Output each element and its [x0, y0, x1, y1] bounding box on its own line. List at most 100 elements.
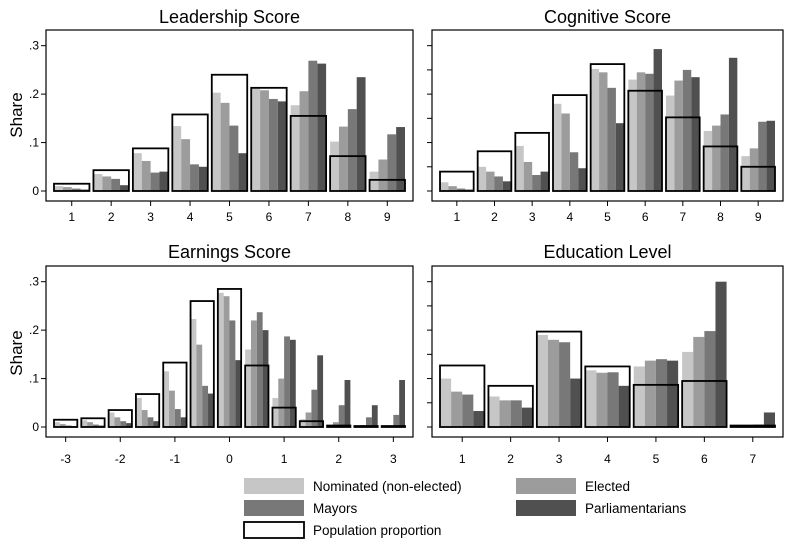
bar — [277, 101, 287, 191]
bar — [180, 417, 187, 427]
bar — [371, 405, 378, 427]
y-tick-label: .3 — [29, 275, 39, 289]
bar — [120, 185, 129, 191]
bar — [440, 378, 452, 427]
bar — [763, 412, 775, 427]
bar — [245, 349, 251, 427]
population-outline — [189, 300, 215, 428]
population-outline — [216, 288, 243, 428]
bar — [159, 171, 169, 191]
bar — [448, 186, 457, 191]
y-axis-label: Share — [7, 92, 26, 137]
bar — [473, 411, 485, 427]
bar — [387, 134, 397, 191]
bar — [515, 145, 524, 191]
y-tick-label: .3 — [29, 39, 39, 53]
bar — [494, 176, 503, 191]
x-tick-label: 3 — [529, 210, 536, 224]
chart-panel: Earnings Score Share 0 .1 .2 .3 -3 -2 -1 0 1 2 3 — [7, 242, 414, 466]
x-tick-label: 4 — [604, 452, 611, 466]
bar — [262, 330, 269, 427]
legend: Nominated (non-elected) Elected Mayors Parl… — [243, 478, 687, 539]
bar — [251, 87, 261, 191]
bar — [235, 360, 242, 427]
population-outline — [368, 178, 406, 192]
bar — [451, 391, 463, 427]
population-outline — [244, 364, 270, 428]
population-outline — [162, 361, 188, 428]
bar — [62, 187, 72, 191]
bar — [229, 320, 236, 427]
bar — [150, 172, 160, 191]
bar — [728, 57, 738, 191]
bar — [653, 49, 662, 191]
bar — [561, 113, 570, 191]
x-tick-label: -3 — [60, 452, 71, 466]
bar — [299, 91, 309, 191]
chart-panel: Education Level 1 2 3 4 5 6 7 — [427, 242, 784, 466]
bar — [272, 397, 279, 427]
population-outline — [326, 424, 352, 428]
bar — [120, 421, 127, 427]
population-outline — [53, 182, 91, 192]
bar — [111, 178, 121, 191]
y-tick-label: 0 — [32, 420, 39, 434]
y-tick-label: .1 — [29, 136, 39, 150]
bar — [682, 69, 692, 191]
x-tick-label: 2 — [507, 452, 514, 466]
legend-swatch — [244, 478, 304, 494]
bar — [666, 95, 675, 191]
bar — [87, 422, 93, 427]
legend-swatch — [516, 500, 576, 516]
bar — [399, 380, 405, 427]
bar — [667, 360, 679, 427]
bar — [536, 334, 548, 427]
x-tick-label: -2 — [115, 452, 126, 466]
bar — [141, 160, 151, 191]
legend-swatch — [244, 500, 304, 516]
x-tick-label: 1 — [68, 210, 75, 224]
population-outline — [632, 383, 680, 428]
bar — [456, 188, 466, 191]
legend-label: Parliamentarians — [585, 501, 687, 516]
bar — [202, 385, 209, 427]
x-tick-label: -1 — [170, 452, 181, 466]
bar — [477, 166, 487, 191]
x-tick-label: 5 — [604, 210, 611, 224]
chart-title: Cognitive Score — [544, 7, 671, 27]
y-tick-label: 0 — [32, 184, 39, 198]
bar — [220, 102, 230, 191]
x-tick-label: 3 — [390, 452, 397, 466]
bar — [338, 126, 348, 191]
bar — [553, 103, 562, 191]
x-tick-label: 7 — [305, 210, 312, 224]
bar — [229, 125, 239, 191]
population-outline — [439, 364, 486, 428]
bar — [289, 339, 296, 427]
bar — [749, 148, 759, 191]
bar — [190, 318, 197, 427]
population-outline — [476, 150, 513, 192]
population-outline — [681, 380, 728, 428]
bar — [712, 125, 721, 191]
population-outline — [329, 155, 367, 192]
x-tick-label: 6 — [266, 210, 273, 224]
bar — [682, 351, 694, 427]
legend-swatch — [516, 478, 576, 494]
legend-swatch — [243, 521, 305, 539]
bar — [585, 370, 597, 427]
x-tick-label: 5 — [226, 210, 233, 224]
bar — [317, 63, 327, 191]
population-outline — [552, 94, 588, 192]
legend-label: Nominated (non-elected) — [313, 479, 462, 494]
x-tick-label: 8 — [717, 210, 724, 224]
legend-label: Mayors — [313, 501, 358, 516]
population-outline — [250, 86, 288, 192]
population-outline — [487, 384, 534, 428]
population-outline — [514, 131, 550, 192]
x-tick-label: 7 — [749, 452, 756, 466]
bar — [311, 389, 318, 427]
x-tick-label: 2 — [108, 210, 115, 224]
population-outline — [729, 424, 776, 428]
bar — [510, 400, 522, 427]
